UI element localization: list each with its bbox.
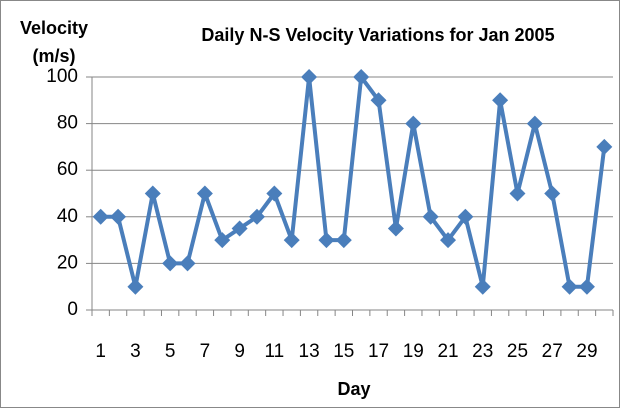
x-tick-label: 21 bbox=[437, 341, 458, 362]
data-point bbox=[283, 232, 300, 249]
x-tick-label: 15 bbox=[333, 341, 354, 362]
x-axis-label: Day bbox=[337, 379, 370, 399]
data-point bbox=[387, 220, 404, 237]
y-tick-label: 80 bbox=[57, 113, 78, 134]
y-tick-label: 20 bbox=[57, 252, 78, 273]
y-tick-label: 0 bbox=[67, 299, 78, 320]
x-tick-label: 1 bbox=[95, 341, 106, 362]
y-tick-label: 60 bbox=[57, 159, 78, 180]
x-tick-label: 29 bbox=[576, 341, 597, 362]
x-tick-label: 5 bbox=[165, 341, 176, 362]
data-point bbox=[474, 278, 491, 295]
data-point bbox=[110, 208, 127, 225]
data-point bbox=[457, 208, 474, 225]
x-tick-label: 13 bbox=[299, 341, 320, 362]
data-point bbox=[266, 185, 283, 202]
data-point bbox=[422, 208, 439, 225]
data-point bbox=[248, 208, 265, 225]
x-tick-label: 11 bbox=[264, 341, 284, 362]
data-point bbox=[578, 278, 595, 295]
y-tick-label: 40 bbox=[57, 206, 78, 227]
data-point bbox=[596, 138, 613, 155]
y-axis-label: Velocity bbox=[20, 18, 88, 38]
x-tick-label: 3 bbox=[130, 341, 141, 362]
data-point bbox=[509, 185, 526, 202]
data-point bbox=[162, 255, 179, 272]
data-point bbox=[144, 185, 161, 202]
data-point bbox=[544, 185, 561, 202]
data-point bbox=[370, 92, 387, 109]
data-point bbox=[561, 278, 578, 295]
x-tick-label: 23 bbox=[472, 341, 493, 362]
data-point bbox=[318, 232, 335, 249]
chart-title: Daily N-S Velocity Variations for Jan 20… bbox=[201, 25, 554, 45]
x-tick-label: 7 bbox=[200, 341, 211, 362]
data-point bbox=[492, 92, 509, 109]
data-point bbox=[179, 255, 196, 272]
x-tick-label: 17 bbox=[368, 341, 389, 362]
data-point bbox=[405, 115, 422, 132]
data-point bbox=[353, 69, 370, 85]
data-point bbox=[335, 232, 352, 249]
data-point bbox=[196, 185, 213, 202]
x-tick-label: 27 bbox=[542, 341, 563, 362]
data-point bbox=[92, 208, 109, 225]
x-tick-label: 25 bbox=[507, 341, 528, 362]
y-axis-label: (m/s) bbox=[32, 46, 75, 66]
data-point bbox=[526, 115, 543, 132]
data-point bbox=[127, 278, 144, 295]
data-point bbox=[301, 69, 318, 85]
x-tick-label: 9 bbox=[234, 341, 245, 362]
x-tick-label: 19 bbox=[403, 341, 424, 362]
data-point bbox=[440, 232, 457, 249]
y-tick-label: 100 bbox=[46, 66, 78, 87]
data-point bbox=[231, 220, 248, 237]
data-point bbox=[214, 232, 231, 249]
